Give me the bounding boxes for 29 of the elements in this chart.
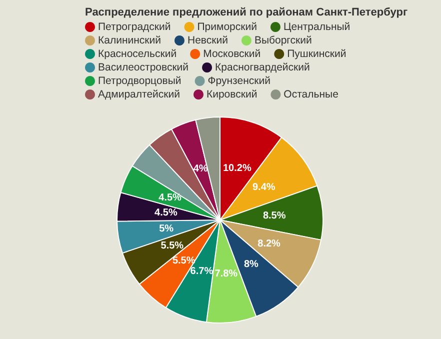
data-label: 5% [159, 224, 174, 235]
data-label: 6.7% [190, 266, 214, 277]
data-label: 8.5% [262, 210, 286, 222]
legend-label: Калининский [98, 34, 162, 46]
data-label: 9.4% [252, 182, 276, 194]
legend-label: Фрунзенский [208, 75, 271, 87]
legend-label: Красногвардейский [215, 62, 310, 74]
legend-label: Невский [187, 34, 228, 46]
legend-label: Московский [203, 48, 261, 60]
legend-label: Приморский [197, 21, 258, 33]
legend-label: Пушкинский [287, 48, 346, 60]
data-label: 8% [244, 259, 259, 270]
legend-label: Адмиралтейский [98, 88, 180, 100]
data-label: 4.5% [154, 208, 178, 218]
data-label: 5.5% [172, 255, 196, 266]
data-label: 10.2% [222, 162, 252, 174]
legend-label: Василеостровский [98, 62, 189, 74]
data-label: 8.2% [258, 238, 281, 250]
legend-label: Петродворцовый [98, 75, 182, 87]
legend-label: Петроградский [98, 21, 171, 33]
chart-title: Распределение предложений по районам Санкт-Петербург [85, 6, 408, 18]
legend-label: Выборгский [254, 34, 312, 46]
data-label: 7.8% [214, 268, 238, 280]
data-label: 5.5% [160, 240, 184, 252]
legend-label: Центральный [283, 21, 350, 33]
data-label: 4.5% [158, 192, 182, 204]
legend-label: Красносельский [98, 48, 177, 60]
legend-label: Кировский [206, 88, 258, 100]
legend-label: Остальные [284, 88, 339, 100]
